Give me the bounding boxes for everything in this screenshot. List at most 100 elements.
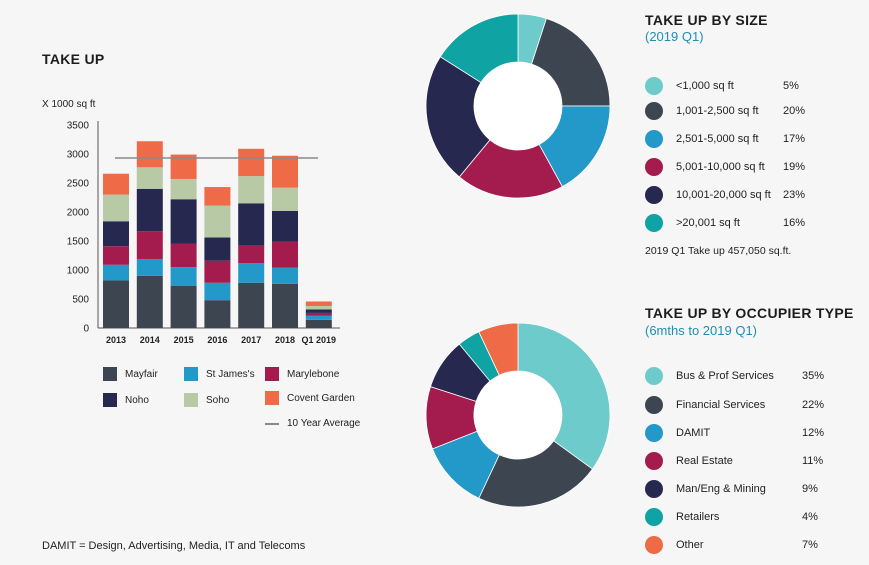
size-legend-label: 10,001-20,000 sq ft xyxy=(676,189,771,201)
legend-label-st-james: St James's xyxy=(206,368,255,380)
size-legend-value: 20% xyxy=(783,105,806,117)
occupier-legend-value: 11% xyxy=(802,455,824,467)
bar-segment-covent-garden-2016 xyxy=(204,187,231,206)
donut-chart-by-size xyxy=(425,13,611,199)
footnote: DAMIT = Design, Advertising, Media, IT a… xyxy=(42,540,306,552)
bar-segment-noho-q1-2019 xyxy=(305,309,332,313)
x-tick-label: 2017 xyxy=(241,335,261,345)
bar-segment-noho-2014 xyxy=(136,188,163,232)
x-tick-label: 2015 xyxy=(174,335,194,345)
legend-dot-icon xyxy=(645,480,663,498)
donut-slice-other xyxy=(478,322,519,376)
bar-segment-marylebone-2018 xyxy=(272,241,298,268)
occupier-legend-row: Real Estate 11% xyxy=(645,452,823,470)
size-legend-label: 2,501-5,000 sq ft xyxy=(676,133,759,145)
size-legend-value: 23% xyxy=(783,189,806,201)
occupier-legend-row: Bus & Prof Services 35% xyxy=(645,367,824,385)
occupier-chart-subtitle: (6mths to 2019 Q1) xyxy=(645,323,757,338)
legend-swatch-soho xyxy=(184,393,198,407)
x-tick-label: 2013 xyxy=(106,335,126,345)
occupier-legend-label: Real Estate xyxy=(676,455,733,467)
bar-segment-mayfair-2014 xyxy=(136,275,163,328)
x-tick-label: 2018 xyxy=(275,335,295,345)
x-tick-label: Q1 2019 xyxy=(302,335,337,345)
bar-chart-unit-label: X 1000 sq ft xyxy=(42,99,96,110)
size-legend-label: 1,001-2,500 sq ft xyxy=(676,105,759,117)
bar-segment-covent-garden-q1-2019 xyxy=(305,301,332,306)
bar-segment-st-james-s-2013 xyxy=(103,264,129,281)
y-tick-label: 3500 xyxy=(67,121,90,132)
bar-segment-covent-garden-2018 xyxy=(272,155,298,188)
size-legend-value: 17% xyxy=(783,133,806,145)
size-legend-label: 5,001-10,000 sq ft xyxy=(676,161,765,173)
occupier-legend-row: Man/Eng & Mining 9% xyxy=(645,480,818,498)
occupier-legend-value: 4% xyxy=(802,511,818,523)
donut-chart-by-occupier xyxy=(425,322,611,508)
occupier-legend-row: DAMIT 12% xyxy=(645,424,824,442)
legend-label-covent-garden: Covent Garden xyxy=(287,392,355,404)
bar-segment-marylebone-2016 xyxy=(204,260,231,283)
bar-segment-soho-2014 xyxy=(136,167,163,189)
bar-segment-covent-garden-2013 xyxy=(103,173,129,195)
legend-item-st-james: St James's xyxy=(184,367,255,381)
legend-swatch-noho xyxy=(103,393,117,407)
size-legend-value: 16% xyxy=(783,217,806,229)
bar-segment-soho-q1-2019 xyxy=(305,305,332,310)
bar-segment-soho-2016 xyxy=(204,205,231,238)
legend-swatch-covent-garden xyxy=(265,391,279,405)
size-chart-subtitle: (2019 Q1) xyxy=(645,29,704,44)
legend-line-ten-year-average xyxy=(265,422,279,425)
legend-label-noho: Noho xyxy=(125,394,149,406)
legend-item-ten-year-average: 10 Year Average xyxy=(265,418,360,429)
size-legend-row: 10,001-20,000 sq ft 23% xyxy=(645,186,805,204)
size-legend-label: >20,001 sq ft xyxy=(676,217,740,229)
legend-label-mayfair: Mayfair xyxy=(125,368,158,380)
donut-slice-10-001-20-000-sq-ft xyxy=(425,56,491,178)
size-legend-value: 5% xyxy=(783,80,799,92)
legend-dot-icon xyxy=(645,214,663,232)
occupier-legend-label: Man/Eng & Mining xyxy=(676,483,766,495)
y-tick-label: 0 xyxy=(83,324,89,335)
size-legend-row: >20,001 sq ft 16% xyxy=(645,214,805,232)
bar-segment-mayfair-2015 xyxy=(170,285,197,328)
occupier-legend-label: Bus & Prof Services xyxy=(676,370,774,382)
size-legend-row: 5,001-10,000 sq ft 19% xyxy=(645,158,805,176)
legend-item-marylebone: Marylebone xyxy=(265,367,339,381)
size-legend-value: 19% xyxy=(783,161,806,173)
bar-segment-mayfair-2016 xyxy=(204,300,231,328)
occupier-legend-value: 35% xyxy=(802,370,825,382)
legend-swatch-st-james xyxy=(184,367,198,381)
y-tick-label: 2500 xyxy=(67,179,90,190)
occupier-legend-value: 12% xyxy=(802,427,825,439)
legend-item-mayfair: Mayfair xyxy=(103,367,158,381)
bar-chart-title: TAKE UP xyxy=(42,51,105,67)
legend-dot-icon xyxy=(645,130,663,148)
legend-item-soho: Soho xyxy=(184,393,229,407)
legend-dot-icon xyxy=(645,158,663,176)
legend-dot-icon xyxy=(645,536,663,554)
x-tick-label: 2014 xyxy=(140,335,160,345)
bar-segment-mayfair-q1-2019 xyxy=(305,319,332,328)
legend-dot-icon xyxy=(645,396,663,414)
legend-dot-icon xyxy=(645,77,663,95)
occupier-legend-value: 9% xyxy=(802,483,818,495)
donut-hole xyxy=(474,62,562,150)
donut-hole xyxy=(474,371,562,459)
legend-dot-icon xyxy=(645,452,663,470)
size-legend-row: 1,001-2,500 sq ft 20% xyxy=(645,102,805,120)
legend-label-ten-year-average: 10 Year Average xyxy=(287,418,361,429)
bar-segment-st-james-s-q1-2019 xyxy=(305,315,332,320)
bar-segment-soho-2013 xyxy=(103,194,129,222)
size-legend-label: <1,000 sq ft xyxy=(676,80,734,92)
bar-segment-noho-2018 xyxy=(272,210,298,242)
bar-segment-marylebone-2014 xyxy=(136,231,163,259)
occupier-legend-row: Other 7% xyxy=(645,536,818,554)
occupier-legend-row: Retailers 4% xyxy=(645,508,818,526)
bar-segment-covent-garden-2014 xyxy=(136,141,163,168)
legend-dot-icon xyxy=(645,186,663,204)
bar-segment-covent-garden-2017 xyxy=(238,148,265,177)
occupier-legend-value: 22% xyxy=(802,399,825,411)
bar-segment-noho-2017 xyxy=(238,203,265,246)
bar-segment-mayfair-2017 xyxy=(238,282,265,328)
occupier-legend-value: 7% xyxy=(802,539,818,551)
